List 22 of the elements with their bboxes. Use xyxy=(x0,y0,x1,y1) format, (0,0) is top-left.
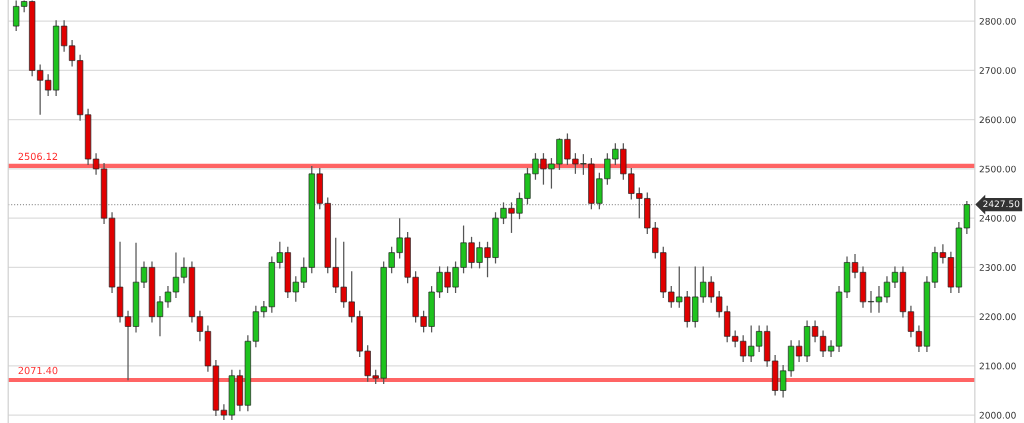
y-tick-label: 2500.00 xyxy=(979,165,1016,173)
y-tick-label: 2100.00 xyxy=(979,362,1016,370)
y-tick-label: 2600.00 xyxy=(979,116,1016,124)
candlestick xyxy=(851,253,859,279)
candlestick xyxy=(891,265,899,289)
candlestick xyxy=(156,295,164,337)
y-tick-label: 2000.00 xyxy=(979,411,1016,419)
candlestick xyxy=(875,285,883,314)
candlestick xyxy=(867,290,875,314)
candlestick xyxy=(124,310,132,381)
ref-line-label: 2071.40 xyxy=(18,366,58,375)
candlestick xyxy=(172,251,180,299)
ref-line-label: 2427.50 xyxy=(983,200,1020,208)
y-tick-label: 2800.00 xyxy=(979,17,1016,25)
ref-line-label: 2506.12 xyxy=(18,152,58,161)
y-tick-label: 2200.00 xyxy=(979,313,1016,321)
candlestick xyxy=(883,275,891,304)
candlestick xyxy=(164,285,172,309)
y-tick-label: 2300.00 xyxy=(979,264,1016,271)
y-tick-label: 2400.00 xyxy=(979,214,1016,222)
y-tick-label: 2700.00 xyxy=(979,67,1016,74)
candlestick xyxy=(140,260,148,289)
